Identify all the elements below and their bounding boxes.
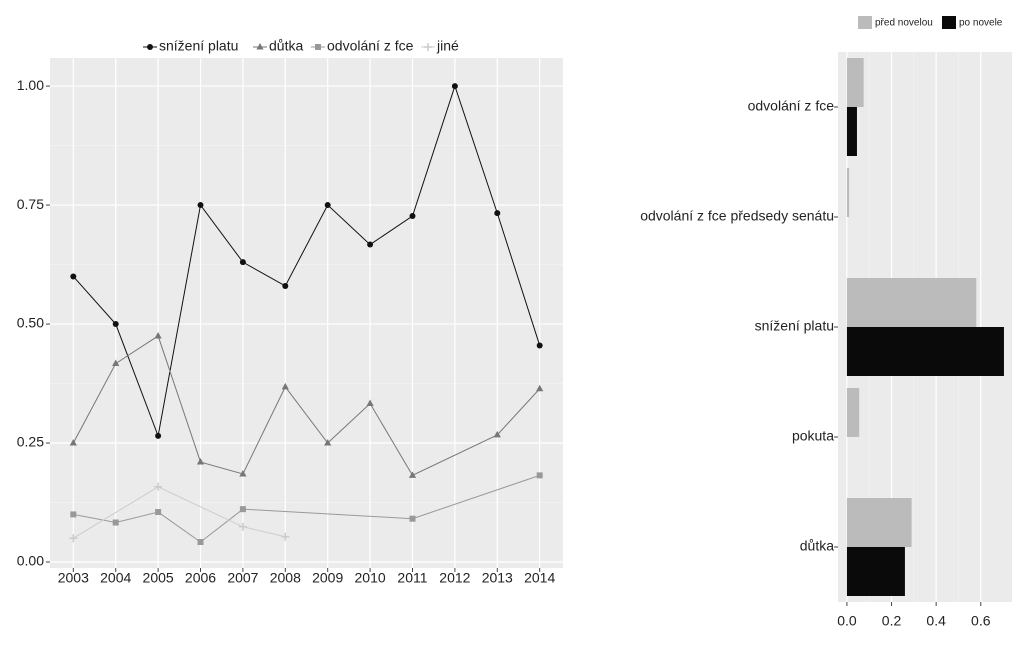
point	[536, 384, 544, 392]
point	[536, 472, 543, 479]
x-tick-label: 2005	[143, 570, 174, 586]
y-tick-label: odvolání z fce	[748, 98, 835, 114]
point	[155, 509, 162, 516]
y-tick-label: 0.75	[17, 196, 44, 212]
y-tick-label: důtka	[800, 538, 834, 554]
legend-label: po novele	[959, 18, 1003, 29]
x-tick-label: 2013	[482, 570, 513, 586]
x-tick-label: 2009	[312, 570, 343, 586]
x-tick-label: 2012	[439, 570, 470, 586]
legend-key	[858, 16, 872, 29]
legend-label: důtka	[269, 38, 303, 54]
point	[239, 506, 246, 513]
series-line	[73, 486, 286, 539]
x-tick-label: 0.2	[882, 613, 902, 629]
point	[69, 534, 78, 543]
point	[238, 522, 247, 531]
bar	[846, 547, 905, 596]
x-tick-label: 0.0	[837, 613, 857, 629]
y-tick-label: 0.50	[17, 315, 44, 331]
bar	[846, 107, 857, 156]
point	[451, 83, 458, 90]
y-tick-label: 0.00	[17, 553, 44, 569]
point	[494, 210, 501, 217]
y-tick-label: 1.00	[17, 77, 44, 93]
point	[196, 458, 205, 465]
bar	[846, 278, 977, 327]
legend-marker	[315, 44, 321, 50]
point	[239, 469, 247, 477]
legend-label: před novelou	[875, 18, 933, 29]
legend-label: snížení platu	[159, 38, 238, 54]
x-tick-label: 2011	[397, 570, 427, 586]
point	[408, 471, 417, 478]
legend-marker	[147, 44, 153, 50]
point	[493, 430, 501, 438]
point	[112, 519, 119, 526]
y-tick-label: pokuta	[792, 428, 834, 444]
x-tick-label: 2006	[185, 570, 216, 586]
point	[197, 539, 204, 546]
point	[69, 439, 77, 446]
legend-label: jiné	[436, 38, 459, 54]
point	[366, 399, 374, 407]
x-tick-label: 2007	[227, 570, 258, 586]
x-tick-label: 2004	[100, 570, 131, 586]
point	[282, 282, 289, 289]
y-tick-label: odvolání z fce předsedy senátu	[640, 208, 834, 224]
legend-marker	[424, 43, 432, 51]
point	[367, 241, 374, 248]
point	[154, 482, 163, 491]
x-tick-label: 2003	[58, 570, 89, 586]
x-tick-label: 2014	[524, 570, 555, 586]
point	[409, 515, 416, 522]
point	[281, 382, 289, 390]
bar	[846, 327, 1004, 376]
legend-label: odvolání z fce	[327, 38, 414, 54]
y-tick-label: snížení platu	[755, 318, 834, 334]
point	[155, 432, 162, 439]
point	[112, 359, 120, 367]
point	[324, 439, 332, 446]
legend-key	[942, 16, 956, 29]
point	[70, 511, 77, 518]
point	[70, 273, 77, 280]
plot-background	[50, 58, 563, 568]
point	[409, 213, 416, 220]
series-line	[72, 84, 541, 438]
bar	[846, 498, 912, 547]
point	[324, 202, 331, 209]
legend-marker	[256, 43, 264, 50]
point	[154, 331, 162, 339]
x-tick-label: 0.6	[971, 613, 991, 629]
bar	[846, 388, 860, 437]
x-tick-label: 2008	[270, 570, 301, 586]
bar	[846, 168, 850, 217]
x-tick-label: 0.4	[926, 613, 946, 629]
point	[112, 321, 119, 328]
x-tick-label: 2010	[355, 570, 386, 586]
point	[239, 259, 246, 266]
point	[281, 532, 290, 541]
y-tick-label: 0.25	[17, 434, 44, 450]
bar	[846, 58, 864, 107]
point	[536, 342, 543, 349]
point	[197, 202, 204, 209]
